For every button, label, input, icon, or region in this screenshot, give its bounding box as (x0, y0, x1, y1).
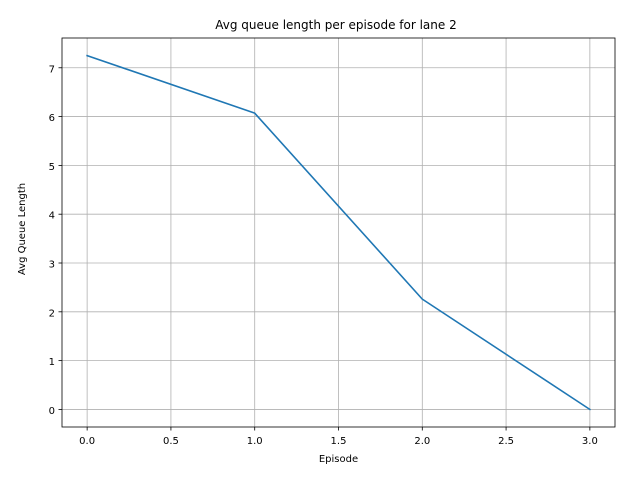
y-tick-label: 0 (49, 406, 55, 417)
series-layer (86, 54, 591, 411)
chart-title: Avg queue length per episode for lane 2 (215, 18, 456, 32)
y-tick-label: 6 (49, 113, 55, 124)
x-axis: 0.0 0.5 1.0 1.5 2.0 2.5 3.0 (79, 427, 598, 447)
y-tick-label: 5 (49, 162, 55, 173)
x-tick-label: 3.0 (582, 436, 598, 447)
x-axis-label: Episode (319, 454, 358, 465)
y-tick-label: 7 (49, 64, 55, 75)
x-tick-label: 2.0 (414, 436, 430, 447)
y-tick-label: 4 (49, 211, 55, 222)
y-axis: 0 1 2 3 4 5 6 7 (49, 64, 62, 417)
y-tick-label: 2 (49, 308, 55, 319)
grid (62, 38, 615, 427)
y-tick-label: 3 (49, 260, 55, 271)
x-tick-label: 2.5 (498, 436, 514, 447)
y-tick-label: 1 (49, 357, 55, 368)
y-axis-label: Avg Queue Length (17, 183, 28, 275)
x-tick-label: 0.5 (163, 436, 179, 447)
x-tick-label: 1.0 (247, 436, 263, 447)
series-line (86, 54, 591, 411)
x-tick-label: 0.0 (79, 436, 95, 447)
x-tick-label: 1.5 (331, 436, 347, 447)
